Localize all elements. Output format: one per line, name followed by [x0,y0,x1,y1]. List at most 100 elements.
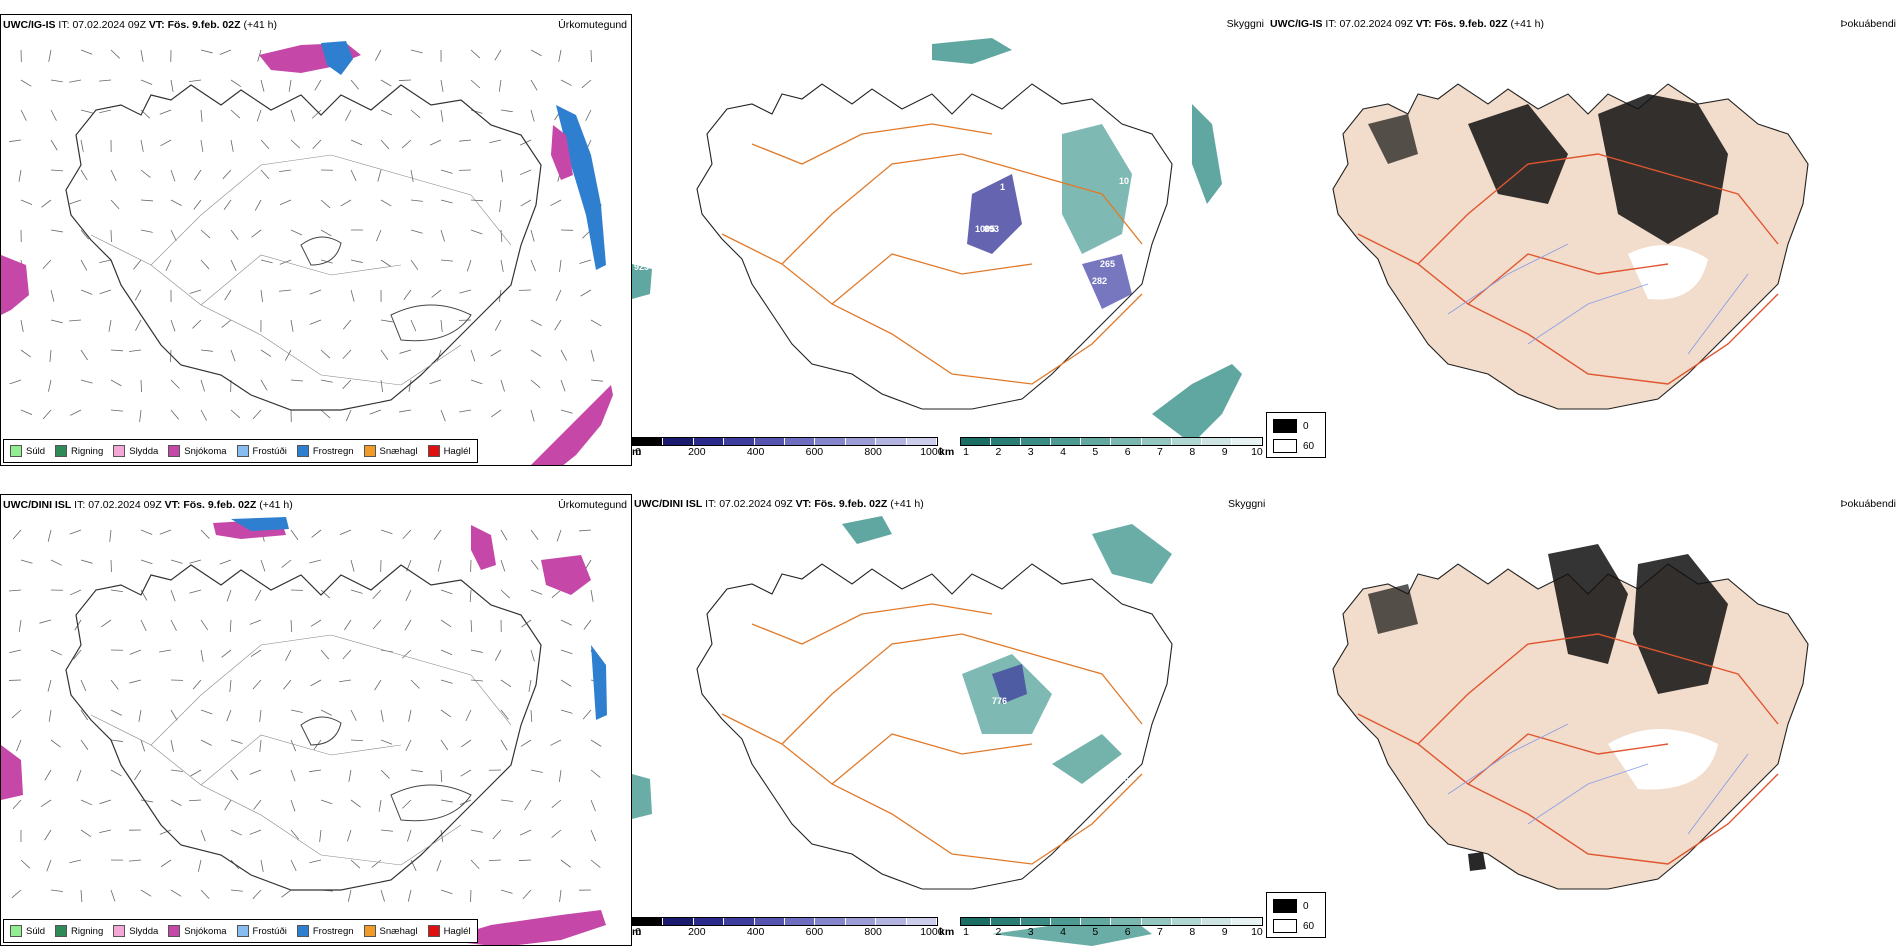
wind-barb [170,319,176,332]
wind-barb [469,589,472,602]
wind-barb [260,289,263,302]
colorbar-tick: 3 [1027,926,1034,938]
wind-barb [530,109,535,122]
wind-barb [440,319,443,332]
wind-barb [459,409,472,413]
colorbar-step [1171,438,1202,445]
legend-item: Súld [10,445,45,457]
wind-barb [284,349,292,361]
cloud-base-label: 10 [1119,176,1129,186]
fog-legend-item: 60 [1273,919,1314,933]
panel-header: UWC/DINI ISL IT: 07.02.2024 09Z VT: Fös.… [634,498,924,510]
wind-barb [579,259,592,264]
wind-barb [249,619,262,625]
legend-swatch [363,445,376,457]
wind-barb [200,349,213,352]
colorbar-tick: 3 [1027,446,1034,458]
snow-area-east [551,125,573,180]
wind-barb [20,559,33,564]
wind-barb [189,79,202,83]
wind-barb [200,649,204,662]
colorbar-step [1141,918,1172,925]
wind-barb [320,589,331,599]
wind-barb [440,709,452,718]
wind-barb [197,859,202,872]
iceland-coast [65,564,542,891]
wind-barb [499,199,502,212]
snow-area-west [1,255,29,315]
colorbar-step [785,438,816,445]
fog-legend-swatch [1273,419,1297,433]
wind-barb [230,769,239,781]
wind-barb [559,259,562,272]
wind-barb [494,49,502,61]
glacier-outline [300,236,342,266]
wind-barb [405,739,412,752]
wind-barb [309,289,322,295]
wind-barb [500,709,509,720]
wind-barb [440,109,444,122]
wind-barb [259,739,262,752]
wind-barb [350,799,361,808]
wind-barb [440,829,444,842]
wind-barb [410,199,423,202]
wind-barb [260,859,264,872]
low-cloud-area [967,174,1022,254]
wind-barb [70,409,82,416]
wind-barb [99,829,112,834]
colorbar-swatches [960,917,1263,926]
colorbar-tick: 800 [864,926,882,938]
wind-barb [440,739,449,751]
colorbar-step [633,438,664,445]
wind-barb [440,409,446,422]
colorbar-step [991,438,1022,445]
colorbar-step [693,438,725,445]
wind-barb [50,559,62,566]
wind-barb [170,619,177,631]
snow-area-w [1,745,23,800]
colorbar-tick: 8 [1189,926,1196,938]
wind-barb [80,139,84,152]
wind-barb [490,349,502,357]
wind-barb [253,799,262,810]
wind-barb [48,49,52,62]
height-colorbar: 0 200 400 600 800 1000 [632,437,944,458]
cloud-base-label: 925 [634,262,649,272]
wind-barb [500,229,503,242]
wind-barb [429,379,442,385]
colorbar-tick: 1000 [920,926,944,938]
wind-barb [290,139,301,149]
wind-barb [188,799,202,802]
wind-barb [372,589,382,600]
wind-barb [581,79,592,89]
wind-barb [230,139,234,152]
visibility-area [632,774,652,819]
wind-barb [42,409,52,420]
colorbar-tick: 2 [995,446,1002,458]
wind-barb [129,679,142,684]
wind-barb [20,79,32,87]
visibility-colorbar: 1 2 3 4 5 6 7 8 9 10 [960,917,1263,938]
wind-barb [407,889,412,902]
wind-barb [80,799,93,806]
wind-barb [500,109,513,113]
wind-barb [50,319,63,324]
wind-barb [200,139,204,152]
iceland-coast [696,83,1173,410]
wind-barb [440,259,453,262]
wind-barb [223,199,232,210]
visibility-area [1092,524,1172,584]
wind-barb [530,319,542,326]
cloud-visibility-panel-top: 1005 893 1158 1 208 10 265 282 480 925 Skyggni m … [632,14,1268,466]
wind-barb [380,739,393,745]
fog-area [1468,104,1568,204]
wind-barb [500,169,504,182]
wind-barb [350,289,355,302]
wind-barb [440,199,453,204]
wind-barb [530,709,533,723]
colorbar-swatches [632,917,938,926]
legend-item: Frostregn [296,445,354,457]
panel-title: Úrkomutegund [558,499,627,511]
wind-barb [259,709,262,722]
wind-barb [590,739,602,747]
